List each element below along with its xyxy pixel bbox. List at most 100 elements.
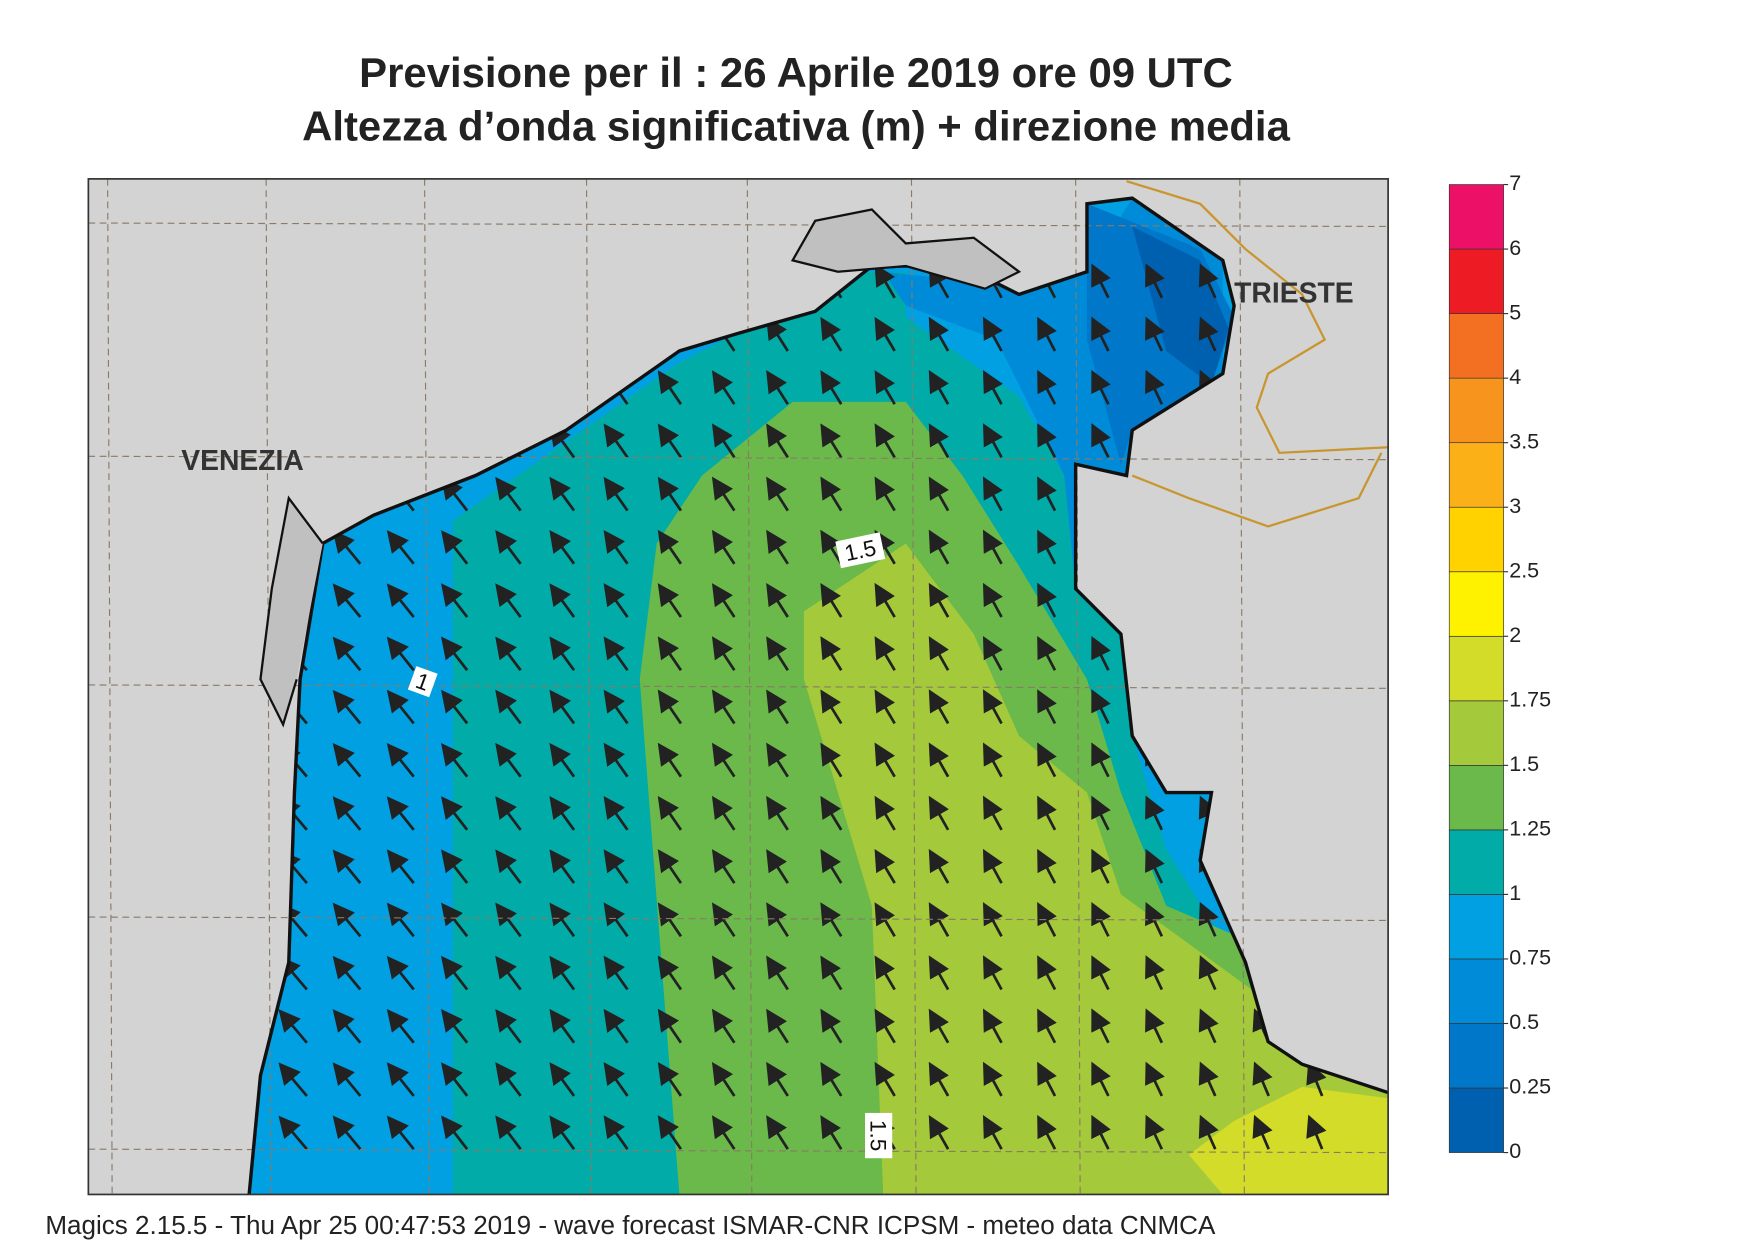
- colorbar-tick-label: 3: [1509, 494, 1521, 518]
- direction-arrow: [603, 1008, 629, 1044]
- direction-arrow: [1091, 955, 1111, 991]
- direction-arrow: [766, 423, 789, 459]
- band-area: [1188, 1086, 1389, 1195]
- direction-arrow: [332, 530, 362, 565]
- direction-arrow: [1306, 1114, 1327, 1150]
- direction-arrow: [711, 689, 736, 725]
- direction-arrow: [711, 423, 736, 459]
- graticule: [88, 916, 1389, 922]
- direction-arrow: [549, 1062, 576, 1097]
- direction-arrow: [982, 529, 1003, 565]
- direction-arrow: [657, 1062, 683, 1097]
- direction-arrow: [386, 955, 415, 991]
- direction-arrow: [332, 902, 362, 938]
- direction-arrow: [332, 849, 362, 884]
- direction-arrow: [982, 795, 1003, 831]
- contour-label-box: [865, 1112, 893, 1159]
- direction-arrow: [332, 689, 362, 725]
- direction-arrow: [1252, 1061, 1273, 1097]
- direction-arrow: [1037, 1114, 1057, 1150]
- direction-arrow: [603, 955, 629, 991]
- direction-arrow: [549, 636, 576, 672]
- direction-arrow: [766, 1115, 789, 1150]
- direction-arrow: [386, 849, 415, 884]
- direction-arrow: [603, 1115, 629, 1150]
- colorbar-band: [1448, 442, 1504, 508]
- direction-arrow: [874, 742, 896, 778]
- colorbar-band: [1448, 377, 1504, 444]
- direction-arrow: [928, 689, 950, 725]
- direction-arrow: [820, 423, 843, 459]
- direction-arrow: [549, 796, 576, 831]
- direction-arrow: [928, 1114, 950, 1150]
- direction-arrow: [874, 1061, 896, 1097]
- direction-arrow: [386, 796, 415, 831]
- direction-arrow: [603, 583, 629, 618]
- direction-arrow: [982, 689, 1003, 725]
- direction-arrow: [495, 1008, 522, 1044]
- direction-arrow: [549, 1008, 576, 1044]
- direction-arrow: [278, 1115, 308, 1151]
- direction-arrow: [982, 955, 1003, 991]
- colorbar-band: [1448, 894, 1504, 960]
- lagoon: [790, 208, 1022, 290]
- direction-arrow: [603, 689, 629, 725]
- direction-arrow: [711, 636, 736, 671]
- direction-arrow: [657, 476, 683, 512]
- direction-arrow: [657, 1008, 683, 1044]
- direction-arrow: [1037, 369, 1057, 405]
- place-label: TRIESTE: [1234, 276, 1354, 308]
- colorbar: 0 0.25 0.5 0.75 1 1.25 1.5 1.75 2 2.5 3 3.5 4 5 6 7: [1448, 171, 1551, 1163]
- direction-arrow: [820, 582, 843, 618]
- colorbar-band: [1448, 571, 1504, 637]
- direction-arrow: [495, 636, 522, 672]
- direction-arrow: [1198, 1008, 1219, 1044]
- direction-arrow: [441, 955, 469, 991]
- direction-arrow: [874, 902, 896, 938]
- direction-arrow: [603, 742, 629, 778]
- direction-arrow: [1145, 1061, 1165, 1097]
- colorbar-tick-label: 4: [1509, 365, 1521, 389]
- direction-arrow: [1145, 1008, 1165, 1044]
- direction-arrow: [1198, 955, 1219, 991]
- contour-label-box: [407, 666, 438, 698]
- colorbar-band: [1448, 829, 1504, 895]
- direction-arrow: [928, 902, 950, 937]
- direction-arrow: [820, 1115, 843, 1150]
- direction-arrow: [495, 476, 522, 512]
- direction-arrow: [1091, 316, 1111, 352]
- colorbar-tick-label: 1: [1509, 881, 1521, 905]
- footer: Magics 2.15.5 - Thu Apr 25 00:47:53 2019…: [45, 1210, 1216, 1240]
- direction-arrow: [1145, 316, 1165, 352]
- direction-arrow: [386, 1115, 415, 1151]
- direction-arrow: [928, 795, 950, 831]
- direction-arrow: [549, 689, 576, 725]
- direction-arrow: [711, 476, 736, 512]
- direction-arrow: [874, 795, 896, 831]
- direction-arrow: [1145, 955, 1165, 991]
- direction-arrow: [982, 476, 1003, 512]
- direction-arrow: [603, 796, 629, 831]
- title-line-1: Previsione per il : 26 Aprile 2019 ore 0…: [359, 49, 1233, 96]
- colorbar-band: [1448, 1023, 1504, 1089]
- direction-arrow: [441, 530, 469, 565]
- direction-arrow: [874, 689, 896, 725]
- direction-arrow: [441, 583, 469, 618]
- direction-arrow: [820, 1061, 843, 1097]
- direction-arrow: [386, 1009, 415, 1044]
- direction-arrow: [711, 1008, 736, 1044]
- direction-arrow: [766, 955, 789, 991]
- colorbar-band: [1448, 506, 1504, 573]
- direction-arrow: [278, 1062, 308, 1097]
- direction-arrow: [820, 955, 843, 991]
- direction-arrow: [386, 689, 415, 725]
- direction-arrow: [1091, 423, 1111, 459]
- direction-arrow: [657, 423, 683, 459]
- direction-arrow: [1091, 795, 1111, 831]
- direction-arrow: [1252, 1114, 1273, 1150]
- direction-arrow: [928, 316, 950, 352]
- direction-arrow: [1037, 689, 1057, 725]
- direction-arrow: [820, 689, 843, 725]
- direction-arrow: [711, 370, 736, 405]
- direction-arrow: [657, 849, 683, 884]
